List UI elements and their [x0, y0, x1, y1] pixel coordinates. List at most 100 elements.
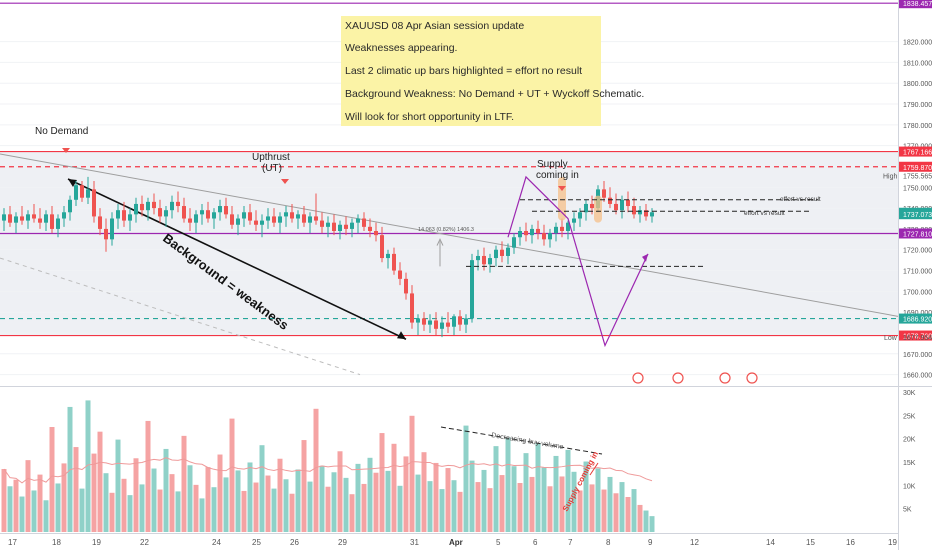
volume-bar [217, 454, 223, 532]
candle [92, 181, 96, 223]
candle [266, 208, 270, 229]
volume-bar [271, 488, 277, 532]
volume-bar [19, 496, 25, 532]
volume-bar [409, 415, 415, 532]
candle-body [584, 203, 588, 213]
label-no-demand: No Demand [35, 126, 88, 137]
candle-body [548, 233, 552, 240]
label-upthrust-ut: (UT) [262, 163, 282, 174]
candle-body [146, 201, 150, 211]
candle-body [338, 224, 342, 231]
volume-bar [319, 465, 325, 532]
candle-body [206, 210, 210, 219]
candle-body [650, 212, 654, 217]
volume-bar [247, 462, 253, 532]
candle-body [68, 199, 72, 213]
volume-moving-average [3, 457, 653, 484]
volume-bar [583, 461, 589, 532]
candle [128, 208, 132, 231]
price-tick-label: 1710.000 [903, 269, 932, 276]
volume-bar [649, 516, 655, 532]
volume-tick-label: 10K [903, 483, 916, 490]
volume-bar [607, 476, 613, 532]
candle [320, 212, 324, 234]
candle [38, 208, 42, 229]
candle-body [50, 214, 54, 229]
candle-body [422, 318, 426, 325]
volume-bar [559, 476, 565, 532]
candle-body [38, 218, 42, 223]
volume-bar [193, 484, 199, 532]
candle-body [278, 216, 282, 223]
candle-body [440, 322, 444, 329]
candle [332, 214, 336, 236]
price-tick-label: 1660.000 [903, 373, 932, 380]
candle [356, 214, 360, 234]
candle-body [62, 212, 66, 219]
time-tick-label: 16 [846, 538, 855, 547]
supply-volume-arrow [589, 462, 599, 476]
candle [158, 199, 162, 223]
volume-bar [133, 458, 139, 532]
volume-bar [589, 484, 595, 532]
time-tick-label: 15 [806, 538, 815, 547]
price-badge [899, 161, 932, 172]
price-badge [899, 209, 932, 220]
candle [560, 218, 564, 238]
candle-body [512, 237, 516, 248]
volume-bar [505, 437, 511, 532]
price-badge-label: 1767.166 [903, 150, 932, 157]
candle-body [542, 233, 546, 240]
candle-body [182, 206, 186, 219]
candle [452, 314, 456, 336]
trend-line [0, 153, 899, 317]
candle [416, 314, 420, 336]
volume-bar [25, 460, 31, 532]
volume-bar [481, 469, 487, 532]
label-effort-result-1: effort vs result [780, 196, 821, 203]
candle [368, 218, 372, 238]
measure-arrow [436, 238, 444, 246]
candle [152, 193, 156, 215]
price-badge [899, 330, 932, 341]
time-tick-label: 7 [568, 538, 573, 547]
volume-bar [451, 480, 457, 532]
volume-bar [205, 467, 211, 532]
candle-body [176, 201, 180, 207]
volume-bar [85, 400, 91, 532]
volume-bar [97, 431, 103, 532]
volume-bar [115, 439, 121, 532]
candle-body [482, 255, 486, 265]
candle-body [380, 235, 384, 259]
price-tick-label: 1720.000 [903, 248, 932, 255]
candle [146, 197, 150, 221]
volume-bar [637, 504, 643, 532]
volume-bar [103, 473, 109, 532]
candle [308, 212, 312, 234]
time-tick-label: 29 [338, 538, 347, 547]
volume-bar [403, 456, 409, 532]
volume-bar [463, 425, 469, 532]
candle [182, 197, 186, 223]
candle-body [410, 293, 414, 323]
volume-bar [283, 479, 289, 532]
candle-body [8, 214, 12, 223]
time-tick-label: 18 [52, 538, 61, 547]
candle [542, 224, 546, 246]
candle [554, 222, 558, 242]
candle-body [506, 247, 510, 256]
candle-body [284, 212, 288, 217]
candle-body [602, 189, 606, 198]
label-measure: 14.063 (0.82%) 1406.3 [418, 227, 474, 233]
volume-bar [541, 467, 547, 532]
candle-body [296, 214, 300, 219]
candle-body [254, 220, 258, 225]
note-line-plan: Will look for short opportunity in LTF. [345, 111, 515, 123]
candle-body [86, 189, 90, 198]
candle [608, 187, 612, 209]
candle [218, 199, 222, 221]
candle [86, 176, 90, 204]
candle [14, 212, 18, 234]
candle [530, 224, 534, 244]
volume-bar [235, 470, 241, 532]
